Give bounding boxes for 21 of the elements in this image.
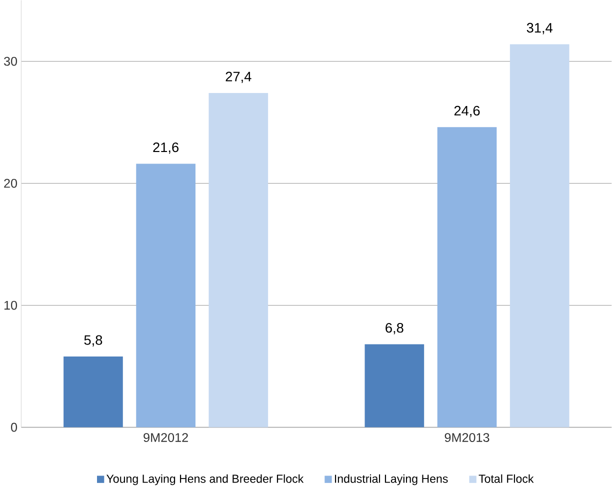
legend-label: Industrial Laying Hens — [334, 474, 448, 486]
y-tick-label: 0 — [11, 423, 18, 432]
y-tick-label: 20 — [4, 179, 18, 188]
legend-label: Total Flock — [478, 474, 534, 484]
data-label: 5,8 — [84, 335, 102, 347]
bar — [136, 164, 196, 428]
bar — [437, 127, 497, 428]
bar — [64, 356, 123, 428]
legend-label: Young Laying Hens and Breeder Flock — [106, 474, 304, 486]
bar — [364, 344, 424, 428]
data-label: 21,6 — [153, 142, 178, 154]
data-label: 31,4 — [526, 23, 552, 34]
data-label: 6,8 — [386, 323, 404, 335]
x-tick-label: 9M2013 — [444, 433, 490, 442]
bar — [208, 93, 268, 428]
y-tick-label: 10 — [4, 301, 18, 310]
y-tick-label: 30 — [4, 57, 18, 66]
data-label: 27,4 — [226, 72, 252, 84]
x-tick-label: 9M2012 — [144, 433, 188, 442]
bar — [510, 44, 570, 428]
data-label: 24,6 — [454, 106, 480, 118]
